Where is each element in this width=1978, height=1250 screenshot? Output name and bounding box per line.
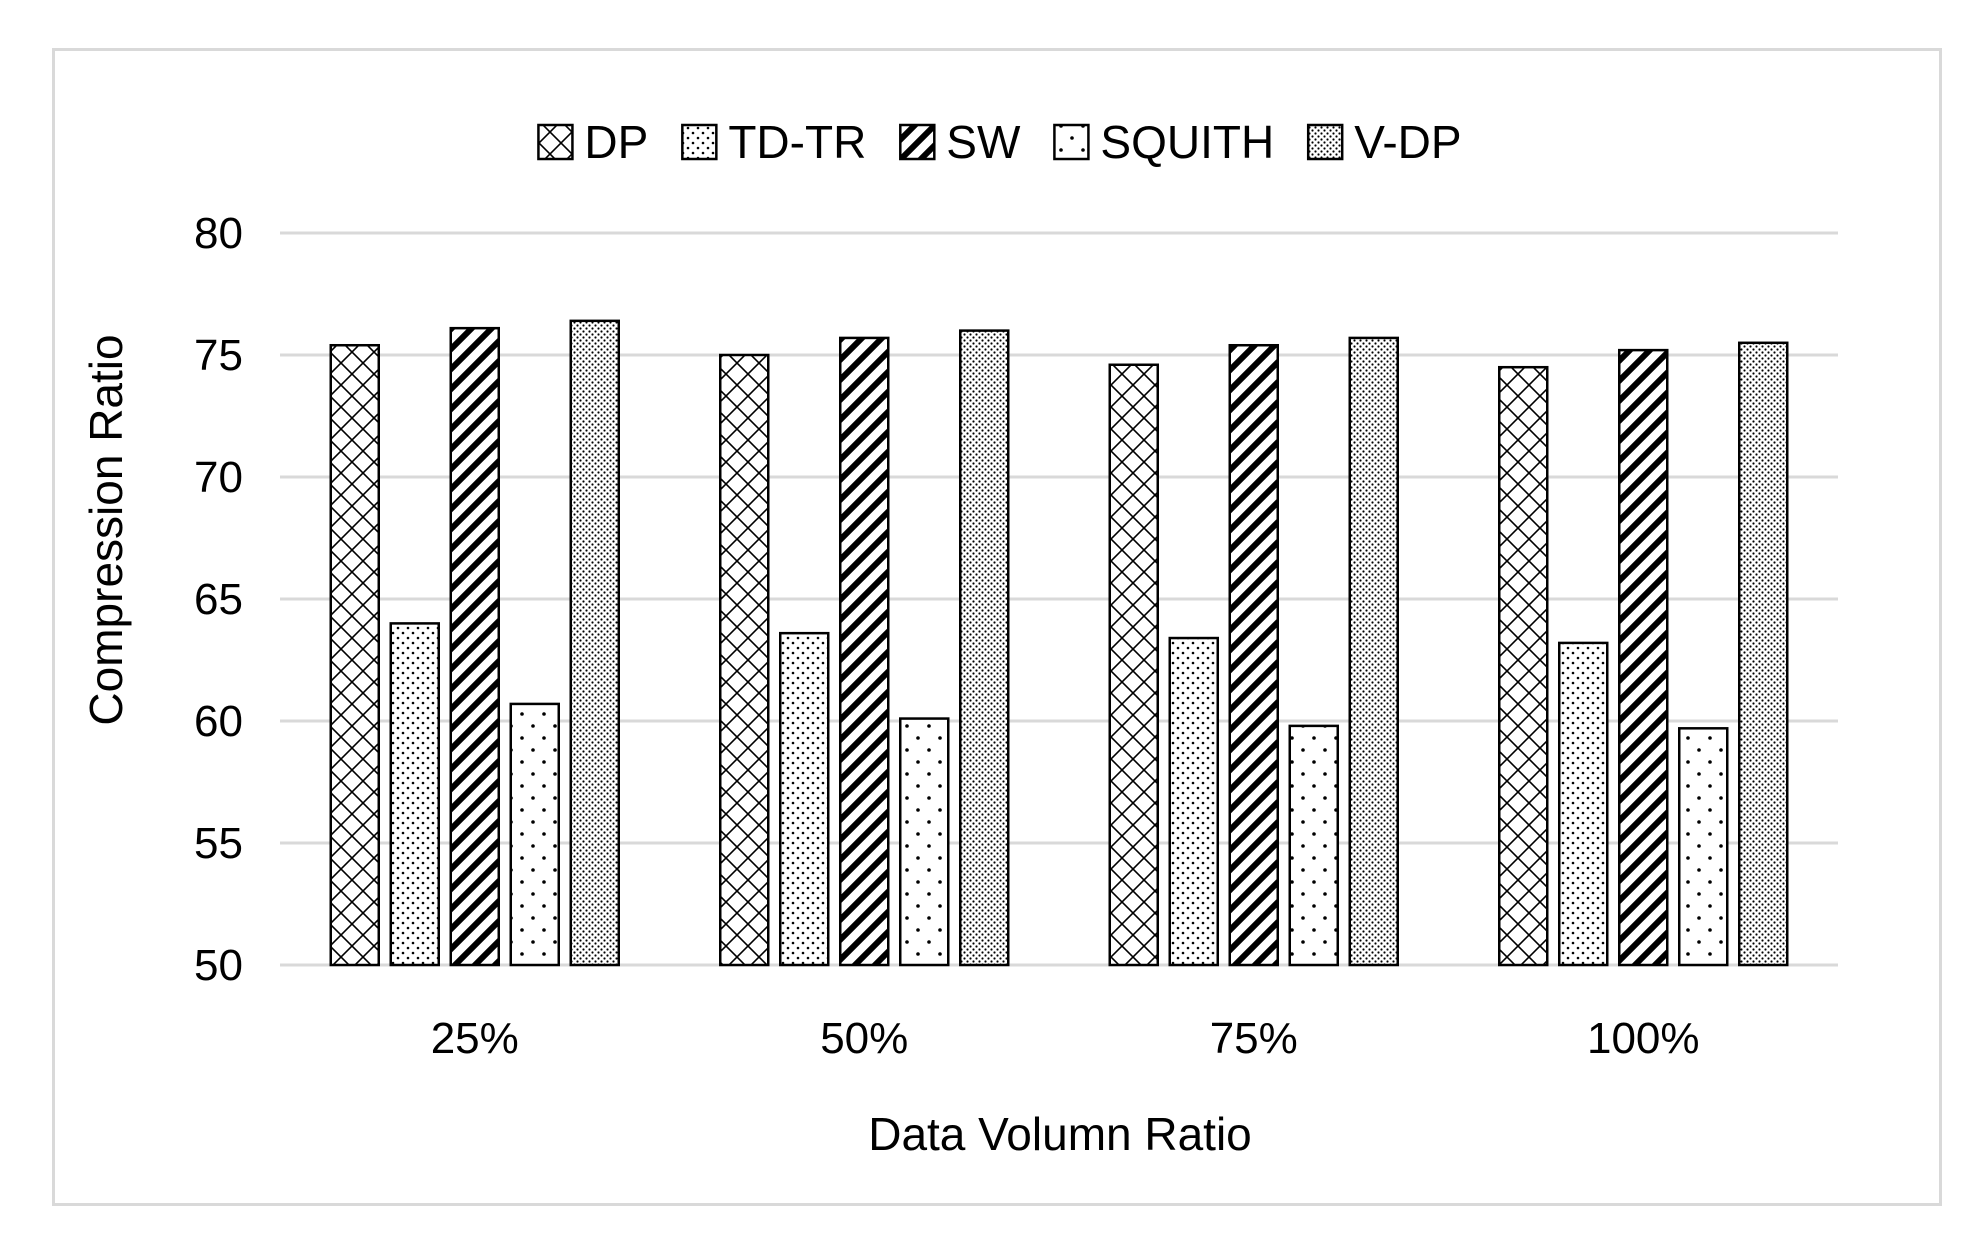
legend-label-squith: SQUITH: [1100, 116, 1274, 168]
bar-squith-100pct: [1678, 727, 1729, 967]
bar-dp-25pct: [329, 343, 380, 967]
legend: DP TD-TR SW SQUITH V-DP: [537, 116, 1462, 168]
x-tick-label: 25%: [431, 1014, 519, 1063]
x-axis-title: Data Volumn Ratio: [868, 1108, 1252, 1160]
legend-label-td-tr: TD-TR: [728, 116, 866, 168]
bar-v-dp-100pct: [1738, 341, 1789, 967]
bar-dp-50pct: [719, 353, 770, 967]
bar-squith-25pct: [509, 702, 560, 967]
bar-sw-75pct: [1228, 343, 1279, 967]
legend-swatch-sw: [899, 123, 936, 161]
y-tick-label: 70: [194, 453, 243, 502]
bars: [329, 319, 1789, 967]
y-tick-label: 55: [194, 819, 243, 868]
bar-sw-100pct: [1618, 348, 1669, 967]
bar-dp-75pct: [1108, 363, 1159, 967]
bar-td-tr-100pct: [1558, 641, 1609, 967]
x-tick-label: 50%: [820, 1014, 908, 1063]
y-tick-label: 60: [194, 697, 243, 746]
legend-label-dp: DP: [584, 116, 648, 168]
legend-swatch-v-dp: [1306, 123, 1344, 161]
x-axis-ticks: 25% 50% 75% 100%: [431, 1014, 1700, 1063]
bar-sw-25pct: [449, 326, 500, 967]
bar-v-dp-50pct: [959, 329, 1010, 967]
legend-label-v-dp: V-DP: [1354, 116, 1461, 168]
legend-swatch-dp: [537, 123, 574, 161]
y-tick-label: 75: [194, 331, 243, 380]
bar-td-tr-75pct: [1168, 636, 1219, 967]
y-tick-label: 80: [194, 209, 243, 258]
y-axis-title: Compression Ratio: [80, 334, 132, 725]
y-tick-label: 50: [194, 941, 243, 990]
legend-swatch-squith: [1053, 123, 1090, 161]
legend-swatch-td-tr: [681, 123, 718, 161]
bar-td-tr-50pct: [779, 631, 830, 967]
x-tick-label: 100%: [1587, 1014, 1700, 1063]
legend-label-sw: SW: [946, 116, 1021, 168]
bar-squith-75pct: [1288, 724, 1339, 967]
y-axis-ticks: 50 55 60 65 70 75 80: [194, 209, 243, 990]
bar-td-tr-25pct: [389, 622, 440, 967]
bar-v-dp-25pct: [569, 319, 620, 967]
bar-dp-100pct: [1498, 365, 1549, 967]
bar-v-dp-75pct: [1348, 336, 1399, 967]
bar-sw-50pct: [839, 336, 890, 967]
bar-squith-50pct: [899, 717, 950, 967]
y-tick-label: 65: [194, 575, 243, 624]
x-tick-label: 75%: [1210, 1014, 1298, 1063]
